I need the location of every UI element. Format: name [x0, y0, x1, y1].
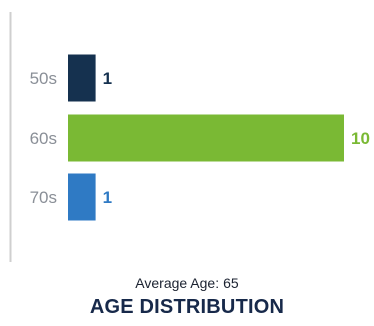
- bar-60s: [68, 114, 344, 162]
- category-label-70s: 70s: [30, 188, 57, 207]
- value-label-60s: 10: [351, 129, 370, 148]
- bars-layer: 50s 1 60s 10 70s 1: [30, 54, 370, 221]
- category-label-60s: 60s: [30, 129, 57, 148]
- category-label-50s: 50s: [30, 69, 57, 88]
- average-age-label: Average Age:: [135, 275, 220, 291]
- value-label-70s: 1: [103, 188, 112, 207]
- average-age-value: 65: [223, 275, 239, 291]
- chart-subtitle: Average Age: 65: [0, 275, 374, 291]
- chart-title: AGE DISTRIBUTION: [89, 296, 285, 318]
- value-label-50s: 1: [103, 69, 112, 88]
- bar-50s: [68, 54, 96, 102]
- bar-70s: [68, 173, 96, 221]
- bar-chart-svg: 50s 1 60s 10 70s 1: [9, 12, 370, 262]
